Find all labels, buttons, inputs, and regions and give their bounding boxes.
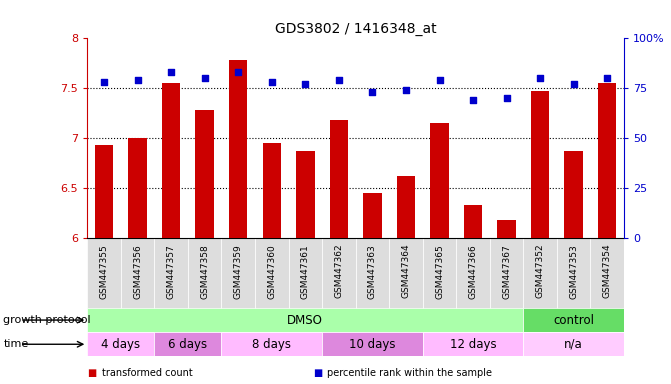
Text: GSM447354: GSM447354 <box>603 244 612 298</box>
Bar <box>598 83 617 238</box>
Bar <box>430 123 449 238</box>
Text: GSM447364: GSM447364 <box>401 244 411 298</box>
Text: time: time <box>3 339 29 349</box>
Text: GSM447365: GSM447365 <box>435 244 444 298</box>
Point <box>199 75 210 81</box>
Text: GSM447366: GSM447366 <box>468 244 478 298</box>
Bar <box>423 238 456 309</box>
Text: GSM447356: GSM447356 <box>133 244 142 298</box>
Text: GSM447357: GSM447357 <box>166 244 176 298</box>
Text: GSM447353: GSM447353 <box>569 244 578 298</box>
Text: GSM447362: GSM447362 <box>334 244 344 298</box>
Bar <box>195 110 214 238</box>
Point <box>266 79 277 85</box>
Bar <box>590 238 624 309</box>
Bar <box>229 60 248 238</box>
Text: 8 days: 8 days <box>252 338 291 351</box>
Text: ■: ■ <box>87 368 97 378</box>
Bar <box>356 238 389 309</box>
Bar <box>296 151 315 238</box>
Bar <box>221 332 322 356</box>
Bar <box>523 308 624 332</box>
Point <box>166 69 176 75</box>
Text: n/a: n/a <box>564 338 583 351</box>
Point <box>99 79 109 85</box>
Text: GSM447359: GSM447359 <box>234 244 243 298</box>
Text: ■: ■ <box>313 368 322 378</box>
Text: DMSO: DMSO <box>287 314 323 326</box>
Bar <box>162 83 180 238</box>
Point <box>333 77 344 83</box>
Text: GSM447367: GSM447367 <box>502 244 511 298</box>
Bar <box>363 193 382 238</box>
Bar <box>523 332 624 356</box>
Point <box>434 77 445 83</box>
Bar <box>289 238 322 309</box>
Text: GSM447360: GSM447360 <box>267 244 276 298</box>
Text: GSM447358: GSM447358 <box>200 244 209 298</box>
Bar <box>523 238 557 309</box>
Point <box>132 77 143 83</box>
Bar <box>322 332 423 356</box>
Bar <box>262 143 281 238</box>
Bar <box>389 238 423 309</box>
Bar <box>490 238 523 309</box>
Point <box>501 95 512 101</box>
Point <box>367 89 378 95</box>
Bar <box>121 238 154 309</box>
Bar <box>397 176 415 238</box>
Bar <box>464 205 482 238</box>
Bar <box>95 145 113 238</box>
Bar <box>557 238 590 309</box>
Bar <box>87 238 121 309</box>
Bar <box>497 220 516 238</box>
Text: control: control <box>553 314 595 326</box>
Text: GSM447352: GSM447352 <box>535 244 545 298</box>
Text: 10 days: 10 days <box>349 338 396 351</box>
Bar <box>87 332 154 356</box>
Bar <box>154 332 221 356</box>
Bar <box>87 308 523 332</box>
Title: GDS3802 / 1416348_at: GDS3802 / 1416348_at <box>275 22 436 36</box>
Text: 4 days: 4 days <box>101 338 140 351</box>
Bar <box>531 91 550 238</box>
Bar <box>329 120 348 238</box>
Point <box>401 87 411 93</box>
Point <box>535 75 546 81</box>
Text: 12 days: 12 days <box>450 338 497 351</box>
Bar <box>255 238 289 309</box>
Point <box>233 69 244 75</box>
Bar <box>322 238 356 309</box>
Text: GSM447363: GSM447363 <box>368 244 377 298</box>
Text: transformed count: transformed count <box>102 368 193 378</box>
Point <box>602 75 613 81</box>
Bar <box>128 138 147 238</box>
Point <box>568 81 579 88</box>
Text: GSM447355: GSM447355 <box>99 244 109 298</box>
Text: growth protocol: growth protocol <box>3 315 91 325</box>
Bar <box>154 238 188 309</box>
Bar <box>221 238 255 309</box>
Bar <box>423 332 523 356</box>
Point <box>468 97 478 103</box>
Bar <box>564 151 583 238</box>
Text: GSM447361: GSM447361 <box>301 244 310 298</box>
Text: 6 days: 6 days <box>168 338 207 351</box>
Bar <box>456 238 490 309</box>
Point <box>300 81 311 88</box>
Text: percentile rank within the sample: percentile rank within the sample <box>327 368 493 378</box>
Bar <box>188 238 221 309</box>
